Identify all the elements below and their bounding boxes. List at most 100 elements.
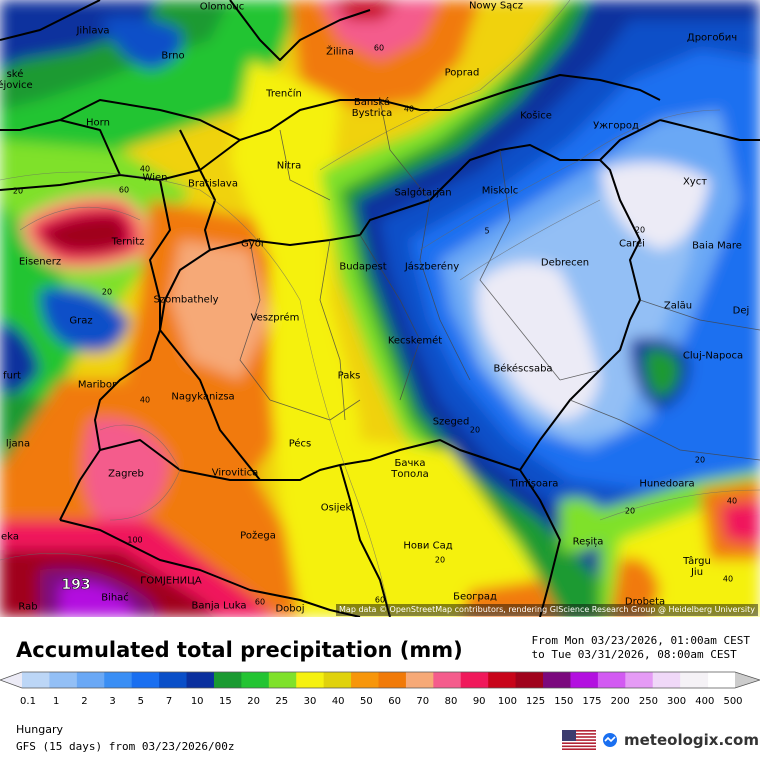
contour-label: 40 — [726, 496, 738, 506]
city-label: Pécs — [288, 438, 312, 450]
city-label: Бачка Топола — [391, 458, 429, 480]
scale-tick-label: 50 — [360, 696, 373, 707]
color-swatch — [49, 672, 78, 688]
contour-label: 40 — [403, 104, 415, 114]
city-label: eka — [1, 531, 19, 543]
color-swatch — [213, 672, 242, 688]
period-end: to Tue 03/31/2026, 08:00am CEST — [531, 648, 737, 661]
color-swatch — [268, 672, 297, 688]
scale-tick-label: 250 — [638, 696, 658, 707]
contour-label: 40 — [722, 574, 734, 584]
city-label: Virovitica — [211, 467, 259, 479]
city-label: Zagreb — [108, 468, 144, 480]
color-swatch — [515, 672, 544, 688]
scale-tick-label: 300 — [667, 696, 687, 707]
contour-label: 20 — [694, 455, 706, 465]
color-swatch — [131, 672, 160, 688]
city-label: Ternitz — [111, 236, 145, 248]
city-label: Nitra — [276, 160, 302, 172]
color-swatch — [296, 672, 325, 688]
chart-title: Accumulated total precipitation (mm) — [16, 638, 463, 662]
color-swatch — [405, 672, 434, 688]
color-swatch — [735, 672, 760, 688]
color-swatch — [186, 672, 215, 688]
color-scale-bar — [0, 671, 760, 689]
color-scale-ticks: 0.1 1 2 3 5 7 10 15 20 25 30 40 50 60 70 80 90 100 125 150 1… — [0, 696, 760, 710]
city-label: Târgu Jiu — [683, 556, 711, 578]
city-label: Дрогобич — [686, 32, 738, 44]
city-label: Drobeta — [624, 596, 666, 608]
color-swatch — [433, 672, 462, 688]
brand[interactable]: meteologix.com — [562, 730, 759, 750]
scale-tick-label: 175 — [582, 696, 602, 707]
city-label: furt — [3, 370, 21, 382]
scale-tick-label: 200 — [610, 696, 630, 707]
legend-panel — [0, 617, 760, 760]
contour-label: 20 — [434, 555, 446, 565]
city-label: Osijek — [320, 502, 352, 514]
city-label: Bratislava — [188, 178, 238, 190]
scale-tick-label: 40 — [331, 696, 345, 707]
city-label: Београд — [453, 591, 497, 603]
color-swatch — [241, 672, 270, 688]
city-label: ské ějovice — [0, 69, 33, 91]
city-label: Нови Сад — [403, 540, 453, 552]
scale-tick-label: 7 — [165, 696, 173, 707]
scale-tick-label: 2 — [81, 696, 88, 707]
city-label: Paks — [337, 370, 361, 382]
scale-tick-label: 5 — [137, 696, 144, 707]
city-label: Szeged — [432, 416, 470, 428]
color-swatch — [543, 672, 571, 688]
us-flag-icon[interactable] — [562, 730, 596, 750]
city-label: Cluj-Napoca — [682, 350, 744, 362]
city-label: Salgótarján — [394, 187, 452, 199]
color-swatch — [597, 672, 626, 688]
city-label: Hunedoara — [639, 478, 695, 490]
color-swatch — [0, 672, 22, 688]
city-label: Jihlava — [76, 25, 110, 37]
contour-label: 20 — [624, 506, 636, 516]
city-label: Poprad — [444, 67, 480, 79]
color-swatch — [22, 672, 50, 688]
contour-label: 60 — [374, 595, 386, 605]
scale-tick-label: 90 — [472, 696, 486, 707]
scale-tick-label: 10 — [190, 696, 204, 707]
contour-label: 60 — [373, 43, 385, 53]
forecast-period: From Mon 03/23/2026, 01:00am CEST to Tue… — [531, 634, 750, 662]
precipitation-field — [0, 0, 760, 617]
scale-tick-label: 15 — [219, 696, 232, 707]
city-label: Nowy Sącz — [468, 0, 524, 12]
meteologix-logo-icon — [603, 733, 617, 747]
city-label: Horn — [86, 117, 110, 129]
city-label: Eisenerz — [18, 256, 62, 268]
color-swatch — [460, 672, 489, 688]
region-label: Hungary — [16, 723, 63, 736]
color-swatch — [570, 672, 599, 688]
city-label: Brno — [161, 50, 185, 62]
city-label: Miskolc — [481, 185, 519, 197]
city-label: Veszprém — [250, 312, 300, 324]
city-label: Zalău — [663, 300, 693, 312]
color-swatch — [378, 672, 407, 688]
scale-tick-label: 400 — [695, 696, 715, 707]
city-label: Požega — [240, 530, 276, 542]
city-label: Žilina — [326, 46, 354, 58]
city-label: Bihać — [101, 592, 129, 604]
city-label: Banja Luka — [191, 600, 247, 612]
precipitation-map[interactable]: Olomouc Nowy Sącz Jihlava Brno Дрогобич ské ě… — [0, 0, 760, 617]
contour-label: 40 — [139, 164, 151, 174]
scale-tick-label: 150 — [554, 696, 574, 707]
city-label: Debrecen — [540, 257, 590, 269]
city-label: Dej — [732, 305, 750, 317]
city-label: Baia Mare — [692, 240, 742, 252]
color-swatch — [680, 672, 709, 688]
contour-label: 20 — [469, 425, 481, 435]
city-label: ljana — [5, 438, 31, 450]
city-label: Szombathely — [153, 294, 219, 306]
scale-tick-label: 80 — [444, 696, 458, 707]
city-label: ГОМЈЕНИЦА — [140, 575, 202, 587]
scale-tick-label: 1 — [53, 696, 60, 707]
city-label: Nagykanizsa — [171, 391, 235, 403]
map-attribution[interactable]: Map data © OpenStreetMap contributors, r… — [336, 604, 758, 616]
scale-tick-label: 20 — [247, 696, 260, 707]
